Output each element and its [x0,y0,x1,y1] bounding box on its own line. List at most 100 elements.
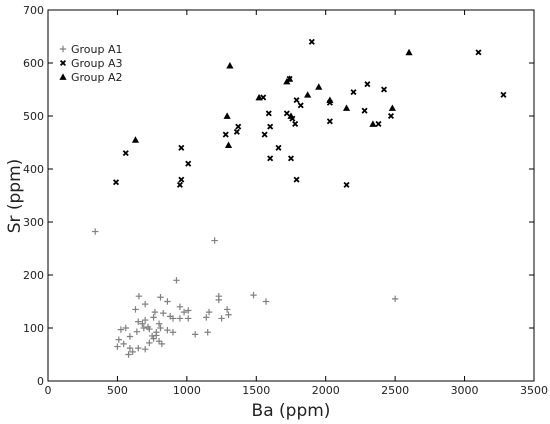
data-point [204,329,211,336]
data-point [117,326,125,333]
data-point [178,144,185,151]
data-point [235,123,242,130]
data-point [178,176,185,183]
data-point [387,112,395,120]
x-tick-label: 2500 [381,384,409,397]
x-tick-label: 3500 [520,384,548,397]
legend-label: Group A2 [71,71,123,84]
legend-marker [59,45,67,53]
data-point [342,104,351,111]
legend-marker [59,59,67,67]
data-point [146,339,153,347]
data-point [173,277,180,284]
x-tick-label: 500 [107,384,128,397]
data-point [185,315,192,322]
data-point [126,344,134,352]
data-point [132,306,139,313]
data-point [160,309,167,317]
data-point [250,291,257,299]
data-point [185,160,192,167]
data-point [211,237,218,244]
data-point [180,308,188,316]
data-point [369,120,377,127]
y-tick-label: 500 [23,110,44,123]
legend-marker [59,73,67,80]
data-point [380,86,388,93]
data-point [135,318,142,325]
data-point [265,110,272,117]
legend-item: Group A3 [59,57,123,70]
x-tick-label: 1500 [242,384,270,397]
data-point [155,320,163,327]
data-point [475,49,482,56]
data-points [92,38,507,358]
data-point [115,336,123,343]
data-point [223,306,231,313]
data-point [350,89,357,96]
data-point [151,308,159,316]
data-point [122,324,129,332]
data-point [225,311,232,318]
y-tick-label: 600 [23,57,44,70]
x-axis-label: Ba (ppm) [252,401,331,421]
y-tick-label: 100 [23,322,44,335]
legend-item: Group A1 [59,43,123,56]
plot-area [47,9,535,382]
data-point [142,316,149,324]
data-point [139,320,146,327]
data-point [215,296,222,304]
data-point [131,136,140,143]
y-tick-label: 300 [23,216,44,229]
data-point [326,118,333,125]
data-point [114,343,121,350]
y-tick-label: 0 [37,375,44,388]
data-point [125,351,132,358]
data-point [267,155,274,162]
data-point [261,131,268,138]
data-point [297,102,304,109]
data-point [185,307,192,314]
data-point [203,314,210,321]
data-point [292,120,299,127]
data-point [164,298,171,305]
data-point [293,97,300,104]
y-axis: 0 100 200 300 400 500 600 700 [23,4,534,388]
data-point [176,181,183,188]
data-point [135,293,143,300]
data-point [283,77,291,85]
legend-label: Group A1 [71,43,123,56]
data-point [304,91,312,98]
data-point [218,315,225,322]
data-point [142,346,149,353]
data-point [405,48,413,56]
data-point [164,326,171,334]
data-point [293,176,300,183]
y-tick-label: 400 [23,163,44,176]
data-point [283,110,290,117]
data-point [223,112,231,119]
data-point [326,96,334,103]
data-point [146,325,153,333]
data-point [226,62,234,69]
data-point [361,107,368,114]
data-point [126,333,134,340]
data-point [135,344,142,352]
data-point [205,308,213,316]
data-point [233,128,240,135]
data-point [191,331,199,338]
y-axis-label: Sr (ppm) [5,159,25,234]
data-point [150,314,157,321]
data-point [388,104,396,111]
data-point [275,144,282,151]
data-point [122,150,129,157]
data-point [113,179,120,186]
data-point [92,228,99,235]
data-point [169,315,177,322]
data-point [287,155,295,162]
data-point [158,340,166,348]
legend-label: Group A3 [71,57,123,70]
data-point [224,141,233,149]
x-tick-label: 2000 [312,384,340,397]
